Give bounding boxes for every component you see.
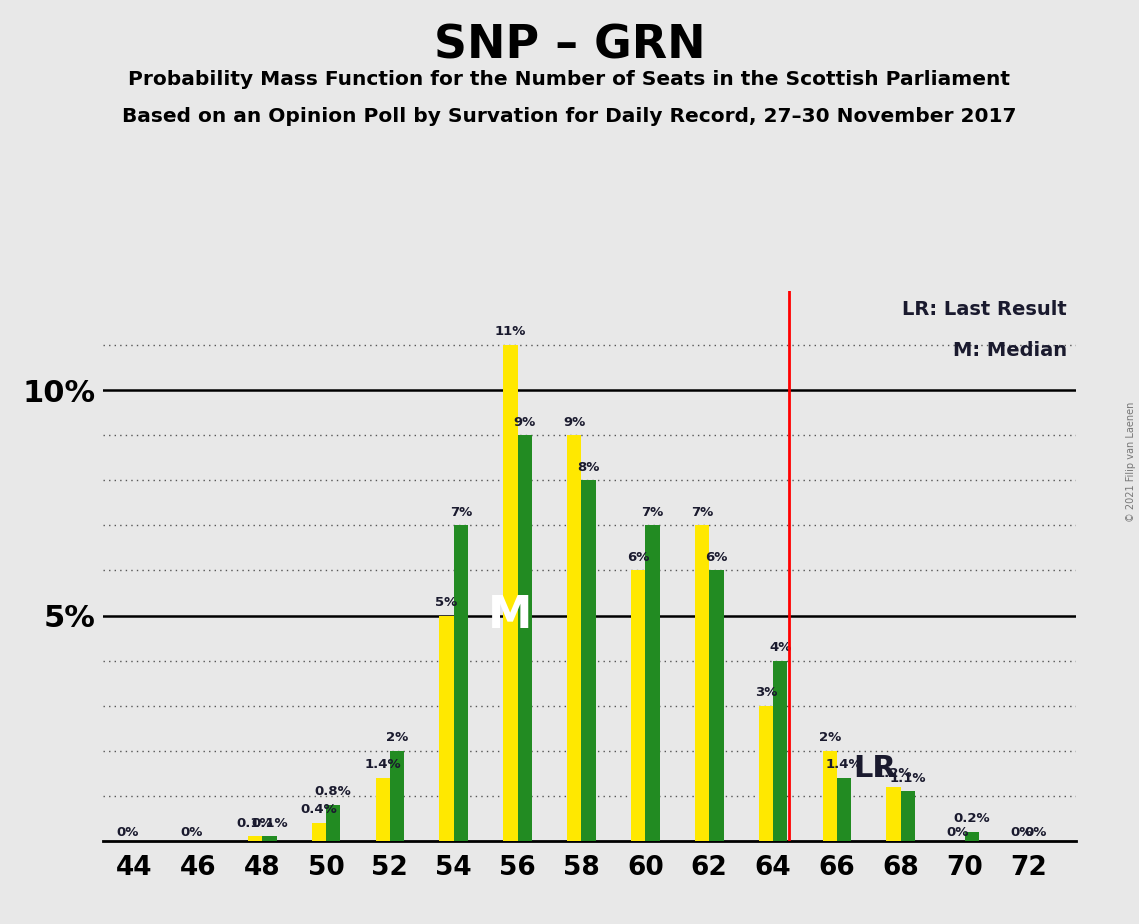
Bar <box>567 435 581 841</box>
Bar <box>837 778 851 841</box>
Text: 5%: 5% <box>435 596 458 609</box>
Text: 2%: 2% <box>819 731 841 744</box>
Bar <box>581 480 596 841</box>
Bar <box>326 805 341 841</box>
Text: 1.1%: 1.1% <box>890 772 926 784</box>
Text: 11%: 11% <box>494 325 526 338</box>
Text: 0.1%: 0.1% <box>237 817 273 830</box>
Text: M: M <box>489 594 533 637</box>
Bar <box>822 750 837 841</box>
Bar <box>710 570 723 841</box>
Bar <box>453 526 468 841</box>
Bar <box>503 346 517 841</box>
Text: © 2021 Filip van Laenen: © 2021 Filip van Laenen <box>1126 402 1136 522</box>
Text: 9%: 9% <box>563 416 585 429</box>
Text: 1.2%: 1.2% <box>875 767 912 780</box>
Text: SNP – GRN: SNP – GRN <box>434 23 705 68</box>
Text: 9%: 9% <box>514 416 536 429</box>
Text: M: Median: M: Median <box>952 341 1067 359</box>
Text: 7%: 7% <box>691 505 713 518</box>
Text: Based on an Opinion Poll by Survation for Daily Record, 27–30 November 2017: Based on an Opinion Poll by Survation fo… <box>122 107 1017 127</box>
Text: 3%: 3% <box>755 686 777 699</box>
Bar <box>631 570 646 841</box>
Text: 0.8%: 0.8% <box>314 785 352 798</box>
Text: 7%: 7% <box>641 505 664 518</box>
Bar <box>759 706 773 841</box>
Bar <box>390 750 404 841</box>
Text: 6%: 6% <box>705 551 728 564</box>
Bar <box>376 778 390 841</box>
Bar <box>262 836 277 841</box>
Text: 0.1%: 0.1% <box>251 817 288 830</box>
Text: 4%: 4% <box>769 641 792 654</box>
Text: 0%: 0% <box>947 825 968 839</box>
Bar <box>248 836 262 841</box>
Text: 0.4%: 0.4% <box>301 803 337 816</box>
Text: 2%: 2% <box>386 731 408 744</box>
Bar <box>517 435 532 841</box>
Text: 1.4%: 1.4% <box>826 758 862 771</box>
Text: 6%: 6% <box>626 551 649 564</box>
Text: 7%: 7% <box>450 505 472 518</box>
Bar <box>886 786 901 841</box>
Bar <box>965 832 980 841</box>
Bar <box>901 791 915 841</box>
Bar <box>646 526 659 841</box>
Bar <box>440 615 453 841</box>
Bar <box>695 526 710 841</box>
Text: 0%: 0% <box>1010 825 1032 839</box>
Bar <box>312 822 326 841</box>
Text: 0%: 0% <box>180 825 203 839</box>
Text: 0%: 0% <box>1024 825 1047 839</box>
Text: 1.4%: 1.4% <box>364 758 401 771</box>
Text: Probability Mass Function for the Number of Seats in the Scottish Parliament: Probability Mass Function for the Number… <box>129 70 1010 90</box>
Text: LR: LR <box>853 754 895 784</box>
Text: 0.2%: 0.2% <box>953 812 990 825</box>
Text: 8%: 8% <box>577 460 600 474</box>
Text: 0%: 0% <box>116 825 139 839</box>
Text: LR: Last Result: LR: Last Result <box>902 300 1067 319</box>
Bar <box>773 661 787 841</box>
